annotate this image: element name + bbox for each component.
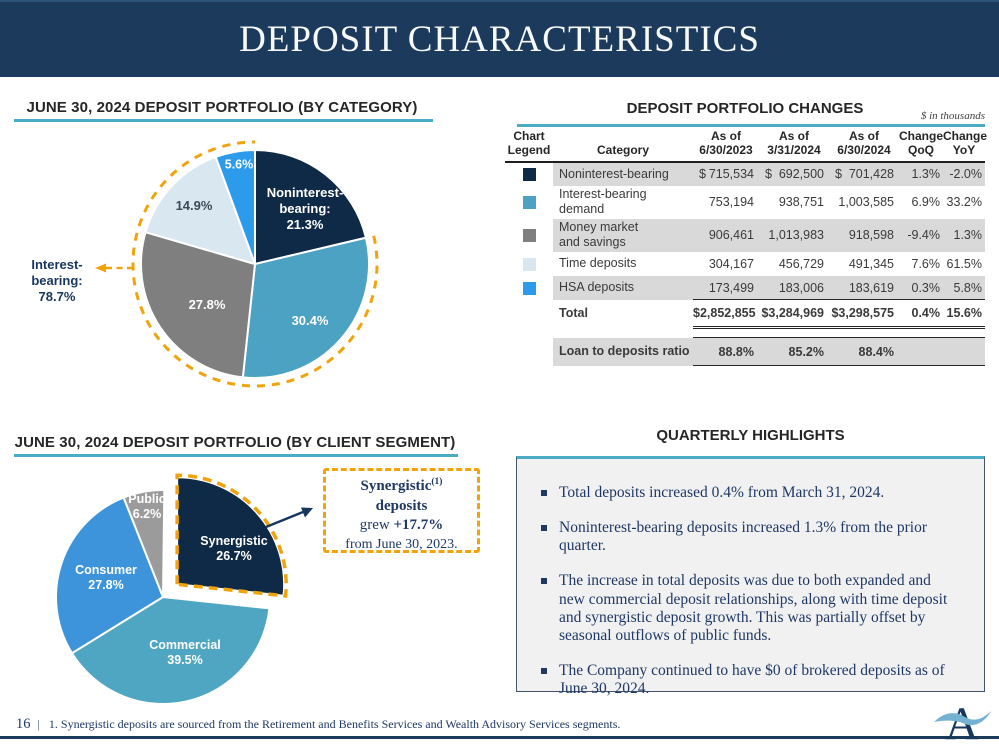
table-title-underline [517,124,985,127]
table-loan-ratio-row: Loan to deposits ratio 88.8% 85.2% 88.4% [505,337,985,367]
footnote-text: 1. Synergistic deposits are sourced from… [48,717,621,731]
col-header-asof-2: As of 3/31/2024 [759,129,829,163]
callout-line-1: Synergistic(1) [360,477,443,494]
col-header-change-yoy: Change YoY [943,129,987,163]
callout-footnote-ref: (1) [431,477,443,487]
col-header-asof-3: As of 6/30/2024 [829,129,899,163]
callout-line-3: grew +17.7% [359,517,444,533]
table-row: Noninterest-bearing $715,534 $692,500 $7… [505,161,985,186]
logo-letter-a: A [945,698,979,750]
highlights-title: QUARTERLY HIGHLIGHTS [656,427,845,444]
pie-label-commercial: Commercial 39.5% [149,637,221,667]
highlight-item: Noninterest-bearing deposits increased 1… [541,519,960,555]
col-header-change-qoq: Change QoQ [899,129,943,163]
interest-bearing-arrow [95,263,133,273]
highlight-item: The increase in total deposits was due t… [541,572,960,645]
highlight-item: The Company continued to have $0 of brok… [541,662,960,698]
col-header-category: Category [553,129,693,163]
slide-title: DEPOSIT CHARACTERISTICS [239,19,760,60]
bottom-border-rule [0,736,999,739]
footnote-divider: | [37,717,40,731]
legend-swatch [522,281,536,295]
table-row: Time deposits 304,167 456,729 491,345 7.… [505,251,985,276]
bullet-square-icon [541,667,547,674]
category-chart-underline [14,119,433,122]
table-spacer-row [505,327,985,338]
legend-swatch [522,168,536,182]
legend-swatch [522,196,536,210]
slide-title-bar: DEPOSIT CHARACTERISTICS [0,0,999,77]
bullet-square-icon [541,578,547,585]
deposit-changes-table: Chart Legend Category As of 6/30/2023 As o… [505,129,987,367]
pie-label-consumer: Consumer 27.8% [75,562,137,592]
synergistic-arrow [265,507,313,529]
page-number: 16 [16,716,31,732]
synergistic-callout: Synergistic(1) deposits grew +17.7% from… [323,468,480,553]
callout-line-4: from June 30, 2023. [345,536,458,552]
highlight-item: Total deposits increased 0.4% from March… [541,484,960,502]
legend-swatch [522,229,536,243]
pie-label-money-market: 27.8% [188,297,226,313]
table-header-area: DEPOSIT PORTFOLIO CHANGES $ in thousands [505,100,985,122]
pie-label-time-deposits: 14.9% [175,198,213,214]
pie-label-noninterest: Noninterest- bearing: 21.3% [266,185,344,232]
company-logo: A [934,698,991,750]
table-total-row: Total $2,852,855 $3,284,969 $3,298,575 0… [505,299,985,330]
pie-label-public: Public 6.2% [128,491,166,521]
deposit-changes-section: DEPOSIT PORTFOLIO CHANGES $ in thousands… [505,100,987,367]
col-header-asof-1: As of 6/30/2023 [693,129,759,163]
table-row: Interest-bearing demand 753,194 938,751 … [505,185,985,219]
quarterly-highlights-box: Total deposits increased 0.4% from March… [516,456,985,697]
pie-label-synergistic: Synergistic 26.7% [200,533,268,563]
bullet-square-icon [541,525,547,532]
callout-line-2: deposits [375,497,428,514]
legend-swatch [522,257,536,271]
table-title: DEPOSIT PORTFOLIO CHANGES [626,100,864,117]
logo-wave [934,711,991,726]
segment-chart-underline [14,454,458,457]
pie-label-hsa: 5.6% [224,157,254,172]
table-header-row: Chart Legend Category As of 6/30/2023 As o… [505,129,987,163]
table-units-note: $ in thousands [920,110,985,122]
bullet-square-icon [541,490,547,496]
segment-pie-chart [55,473,288,705]
pie-label-interest-demand: 30.4% [291,313,329,329]
category-pie-chart [131,140,379,388]
table-row: Money market and savings 906,461 1,013,9… [505,218,985,252]
segment-chart-title: JUNE 30, 2024 DEPOSIT PORTFOLIO (BY CLIE… [14,434,456,451]
col-header-chart-legend: Chart Legend [505,129,553,163]
category-chart-title: JUNE 30, 2024 DEPOSIT PORTFOLIO (BY CATE… [26,99,418,116]
interest-bearing-annotation: Interest- bearing: 78.7% [31,257,83,304]
footnote: 16 | 1. Synergistic deposits are sourced f… [16,716,620,733]
table-row: HSA deposits 173,499 183,006 183,619 0.3… [505,275,985,300]
